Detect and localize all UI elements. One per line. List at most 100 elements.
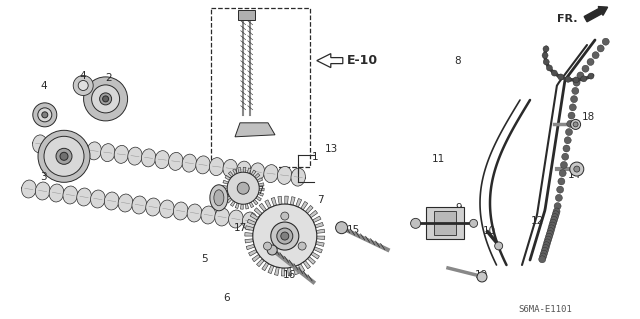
Ellipse shape: [284, 218, 298, 236]
Polygon shape: [262, 262, 269, 271]
Polygon shape: [230, 201, 236, 206]
Polygon shape: [259, 188, 264, 191]
Polygon shape: [250, 213, 259, 220]
Polygon shape: [311, 252, 319, 259]
Circle shape: [547, 65, 552, 71]
Ellipse shape: [243, 212, 257, 230]
Circle shape: [100, 93, 111, 105]
Ellipse shape: [250, 163, 264, 181]
Polygon shape: [254, 208, 262, 216]
Circle shape: [554, 203, 561, 210]
Text: 8: 8: [454, 56, 461, 66]
Polygon shape: [268, 265, 274, 274]
Circle shape: [277, 228, 293, 244]
Bar: [238, 10, 255, 19]
Polygon shape: [224, 194, 229, 199]
Polygon shape: [305, 205, 313, 213]
Ellipse shape: [223, 160, 237, 177]
Ellipse shape: [159, 200, 174, 218]
Polygon shape: [296, 198, 301, 207]
Ellipse shape: [277, 167, 292, 184]
Ellipse shape: [209, 158, 224, 175]
Ellipse shape: [146, 198, 161, 216]
Text: 4: 4: [40, 81, 47, 91]
Polygon shape: [233, 169, 237, 174]
Circle shape: [38, 130, 90, 182]
Circle shape: [547, 228, 554, 235]
Text: 17: 17: [252, 186, 265, 197]
Circle shape: [587, 58, 594, 65]
Ellipse shape: [114, 145, 129, 163]
Text: 2: 2: [106, 73, 112, 83]
Circle shape: [411, 218, 420, 228]
Ellipse shape: [201, 206, 216, 224]
Circle shape: [570, 162, 584, 176]
Polygon shape: [257, 259, 264, 267]
Polygon shape: [293, 266, 298, 275]
Polygon shape: [307, 256, 316, 264]
Circle shape: [78, 80, 88, 91]
Text: 14: 14: [568, 170, 580, 180]
Polygon shape: [235, 203, 239, 209]
Circle shape: [566, 129, 573, 136]
Polygon shape: [250, 202, 253, 208]
Polygon shape: [259, 183, 264, 186]
Circle shape: [582, 65, 589, 72]
Polygon shape: [291, 197, 295, 205]
Circle shape: [564, 137, 572, 144]
Circle shape: [552, 211, 559, 218]
Circle shape: [552, 214, 558, 221]
Circle shape: [549, 222, 556, 229]
Circle shape: [572, 87, 579, 94]
Ellipse shape: [22, 180, 36, 198]
Polygon shape: [238, 167, 241, 173]
Circle shape: [557, 186, 564, 193]
Circle shape: [335, 222, 348, 234]
Circle shape: [264, 242, 271, 250]
Circle shape: [552, 70, 557, 76]
Circle shape: [570, 104, 576, 111]
Bar: [434, 211, 456, 235]
Polygon shape: [241, 204, 243, 209]
Circle shape: [571, 119, 580, 130]
Circle shape: [574, 166, 580, 172]
Circle shape: [545, 236, 552, 243]
Circle shape: [561, 161, 568, 168]
Circle shape: [44, 136, 84, 176]
Ellipse shape: [46, 137, 61, 155]
Polygon shape: [253, 199, 258, 205]
Ellipse shape: [196, 156, 210, 174]
Text: 10: 10: [483, 226, 495, 236]
Polygon shape: [235, 123, 275, 137]
Circle shape: [253, 204, 317, 268]
Ellipse shape: [228, 210, 243, 228]
Polygon shape: [265, 200, 271, 208]
Polygon shape: [245, 239, 253, 243]
Ellipse shape: [77, 188, 92, 206]
Circle shape: [543, 242, 550, 249]
Polygon shape: [245, 233, 253, 236]
Text: 9: 9: [455, 203, 461, 213]
Circle shape: [570, 96, 577, 103]
Circle shape: [573, 122, 578, 127]
Circle shape: [553, 208, 560, 215]
Ellipse shape: [33, 135, 47, 153]
Ellipse shape: [187, 204, 202, 222]
Circle shape: [540, 250, 547, 257]
Bar: [211, 8, 310, 167]
Polygon shape: [278, 196, 282, 204]
Text: 11: 11: [432, 154, 445, 165]
Bar: [426, 207, 463, 239]
Polygon shape: [256, 196, 261, 201]
Polygon shape: [275, 267, 279, 275]
Polygon shape: [316, 229, 324, 233]
Circle shape: [545, 233, 552, 240]
Polygon shape: [316, 241, 324, 246]
Text: 13: 13: [325, 144, 338, 154]
Text: E-10: E-10: [347, 54, 378, 67]
Circle shape: [558, 178, 565, 185]
Polygon shape: [282, 268, 285, 276]
Circle shape: [271, 222, 299, 250]
Circle shape: [541, 247, 548, 254]
Circle shape: [557, 74, 564, 80]
